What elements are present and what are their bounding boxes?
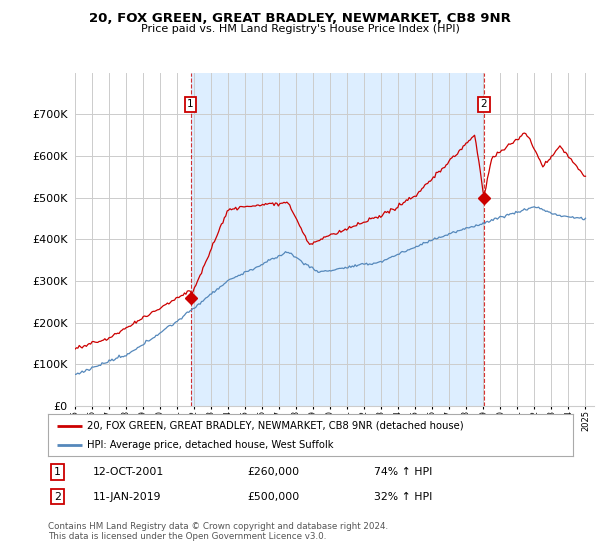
Text: 1: 1: [187, 100, 194, 109]
Text: Price paid vs. HM Land Registry's House Price Index (HPI): Price paid vs. HM Land Registry's House …: [140, 24, 460, 34]
Text: 2: 2: [54, 492, 61, 502]
Text: Contains HM Land Registry data © Crown copyright and database right 2024.
This d: Contains HM Land Registry data © Crown c…: [48, 522, 388, 542]
Text: 74% ↑ HPI: 74% ↑ HPI: [373, 467, 432, 477]
Text: 1: 1: [54, 467, 61, 477]
Text: 20, FOX GREEN, GREAT BRADLEY, NEWMARKET, CB8 9NR: 20, FOX GREEN, GREAT BRADLEY, NEWMARKET,…: [89, 12, 511, 25]
Text: £500,000: £500,000: [248, 492, 300, 502]
Text: 20, FOX GREEN, GREAT BRADLEY, NEWMARKET, CB8 9NR (detached house): 20, FOX GREEN, GREAT BRADLEY, NEWMARKET,…: [88, 421, 464, 431]
Text: £260,000: £260,000: [248, 467, 299, 477]
Text: 2: 2: [481, 100, 487, 109]
Text: 32% ↑ HPI: 32% ↑ HPI: [373, 492, 432, 502]
Bar: [191, 73, 484, 406]
Text: 11-JAN-2019: 11-JAN-2019: [92, 492, 161, 502]
Text: HPI: Average price, detached house, West Suffolk: HPI: Average price, detached house, West…: [88, 440, 334, 450]
Text: 12-OCT-2001: 12-OCT-2001: [92, 467, 164, 477]
